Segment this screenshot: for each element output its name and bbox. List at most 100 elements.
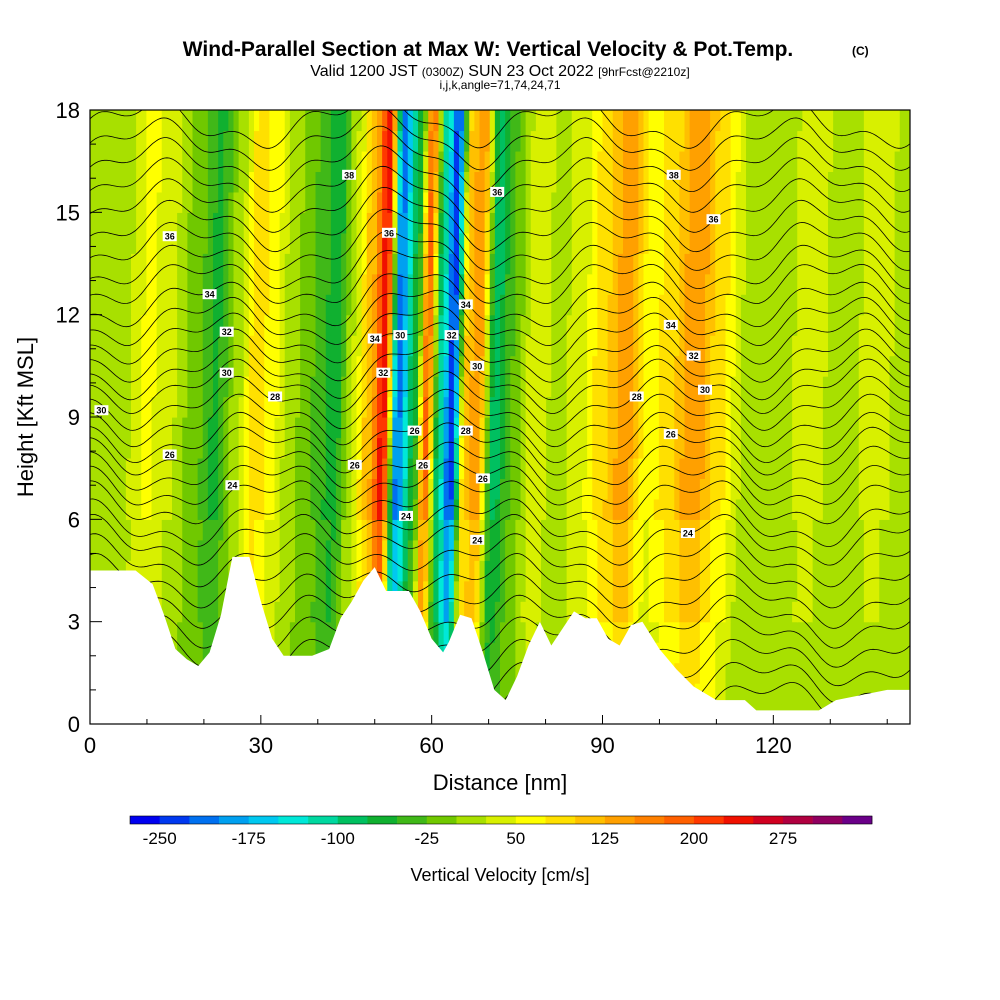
w-cell	[669, 335, 675, 357]
w-cell	[356, 212, 363, 234]
w-cell	[500, 150, 506, 172]
w-cell	[161, 110, 168, 132]
w-cell	[582, 355, 588, 377]
w-cell	[172, 191, 178, 213]
w-cell	[797, 498, 803, 520]
w-cell	[535, 253, 542, 275]
w-cell	[828, 314, 834, 336]
w-cell	[131, 314, 137, 336]
w-cell	[838, 150, 844, 172]
w-cell	[515, 335, 522, 357]
w-cell	[105, 191, 112, 213]
w-cell	[351, 478, 358, 500]
w-cell	[720, 253, 727, 275]
w-cell	[505, 662, 511, 684]
w-cell	[279, 212, 286, 234]
w-cell	[679, 437, 686, 459]
w-cell	[330, 498, 337, 520]
w-cell	[520, 294, 527, 316]
w-cell	[494, 560, 501, 582]
w-cell	[279, 642, 286, 664]
w-cell	[669, 232, 675, 254]
w-cell	[192, 417, 199, 439]
w-cell	[576, 560, 583, 582]
w-cell	[587, 396, 593, 418]
w-cell	[771, 273, 778, 295]
w-cell	[387, 110, 393, 132]
w-cell	[254, 498, 260, 520]
w-cell	[740, 355, 747, 377]
w-cell	[582, 560, 588, 582]
w-cell	[459, 110, 465, 132]
w-cell	[874, 642, 880, 664]
w-cell	[397, 355, 404, 377]
w-cell	[658, 396, 665, 418]
w-cell	[366, 376, 373, 398]
w-cell	[546, 376, 552, 398]
w-cell	[166, 232, 173, 254]
w-cell	[658, 273, 665, 295]
w-cell	[187, 580, 194, 602]
w-cell	[638, 437, 645, 459]
w-cell	[356, 376, 363, 398]
w-cell	[551, 355, 557, 377]
w-cell	[402, 560, 409, 582]
w-cell	[295, 335, 301, 357]
w-cell	[377, 376, 383, 398]
w-cell	[243, 417, 250, 439]
w-cell	[597, 232, 604, 254]
w-cell	[725, 580, 732, 602]
w-cell	[828, 273, 834, 295]
w-cell	[761, 560, 768, 582]
w-cell	[710, 396, 716, 418]
w-cell	[602, 539, 609, 561]
w-cell	[705, 539, 711, 561]
w-cell	[377, 539, 383, 561]
w-cell	[166, 273, 173, 295]
w-cell	[131, 232, 137, 254]
w-cell	[243, 130, 250, 152]
w-cell	[787, 376, 793, 398]
w-cell	[612, 232, 619, 254]
w-cell	[371, 294, 378, 316]
w-cell	[474, 396, 481, 418]
w-cell	[705, 335, 711, 357]
w-cell	[443, 110, 450, 132]
w-cell	[510, 601, 516, 623]
y-tick-label: 6	[68, 507, 80, 532]
w-cell	[643, 314, 650, 336]
w-cell	[699, 580, 706, 602]
w-cell	[858, 130, 865, 152]
w-cell	[418, 376, 424, 398]
w-cell	[894, 130, 901, 152]
w-cell	[858, 171, 865, 193]
contour-label: 26	[478, 474, 488, 484]
w-cell	[469, 232, 475, 254]
w-cell	[787, 560, 793, 582]
w-cell	[95, 294, 101, 316]
w-cell	[664, 273, 670, 295]
w-cell	[315, 355, 322, 377]
w-cell	[571, 314, 578, 336]
w-cell	[787, 621, 793, 643]
w-cell	[541, 601, 547, 623]
w-cell	[494, 417, 501, 439]
w-cell	[156, 396, 163, 418]
w-cell	[874, 662, 880, 684]
w-cell	[402, 498, 409, 520]
w-cell	[705, 662, 711, 684]
w-cell	[315, 621, 322, 643]
w-cell	[264, 130, 270, 152]
w-cell	[653, 150, 660, 172]
w-cell	[720, 335, 727, 357]
w-cell	[797, 355, 803, 377]
w-cell	[238, 478, 245, 500]
w-cell	[177, 171, 183, 193]
w-cell	[756, 478, 762, 500]
w-cell	[125, 232, 132, 254]
w-cell	[664, 621, 670, 643]
w-cell	[356, 130, 363, 152]
w-cell	[838, 110, 844, 132]
w-cell	[674, 396, 680, 418]
w-cell	[105, 294, 112, 316]
